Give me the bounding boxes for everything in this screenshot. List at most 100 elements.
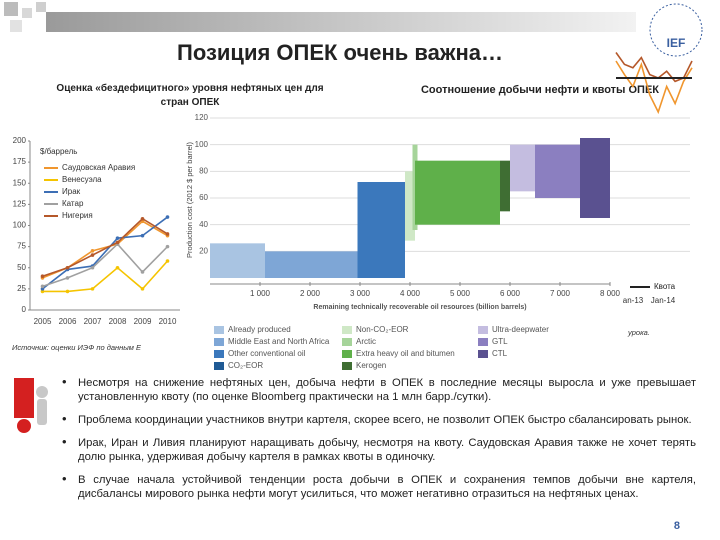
cost-block xyxy=(265,251,358,278)
y-tick-label: 50 xyxy=(17,263,26,272)
legend-label: Arctic xyxy=(356,337,376,346)
point xyxy=(40,287,45,291)
legend-label: Ирак xyxy=(62,187,81,196)
point xyxy=(90,287,95,291)
cost-block xyxy=(415,160,500,225)
title-line: стран ОПЕК xyxy=(161,97,221,108)
y-tick-label: 100 xyxy=(195,140,209,149)
legend-label: GTL xyxy=(492,337,508,346)
unit-label: $/баррель xyxy=(40,147,77,156)
x-tick-label: 2010 xyxy=(159,317,177,326)
x-tick-label: 4 000 xyxy=(400,289,421,298)
point xyxy=(165,259,170,263)
warning-icon xyxy=(14,378,34,418)
x-tick-label: 3 000 xyxy=(350,289,371,298)
legend-label: Квота xyxy=(654,282,676,291)
y-tick-label: 200 xyxy=(13,136,27,145)
legend-swatch xyxy=(214,362,224,370)
legend-label: Already produced xyxy=(228,325,291,334)
legend-label: Катар xyxy=(62,199,84,208)
point xyxy=(90,249,95,253)
point xyxy=(140,287,145,291)
y-tick-label: 40 xyxy=(199,220,208,229)
point xyxy=(115,265,120,270)
point xyxy=(140,216,145,221)
legend-label: Non-CO₂-EOR xyxy=(356,325,409,334)
point xyxy=(90,265,95,270)
cost-block xyxy=(580,138,610,218)
point xyxy=(40,284,45,289)
cost-block xyxy=(510,144,535,192)
bullet: Несмотря на снижение нефтяных цен, добыч… xyxy=(60,375,696,404)
legend-swatch xyxy=(478,338,488,346)
bullet: В случае начала устойчивой тенденции рос… xyxy=(60,472,696,501)
left-chart-title: Оценка «бездефицитного» уровня нефтяных … xyxy=(56,82,323,108)
person-icon xyxy=(36,386,48,398)
point xyxy=(140,233,145,238)
y-tick-label: 0 xyxy=(22,305,27,314)
x-tick-label: 2009 xyxy=(134,317,152,326)
legend-label: CO₂-EOR xyxy=(228,361,263,370)
cost-block xyxy=(405,171,415,241)
charts: Оценка «бездефицитного» уровня нефтяных … xyxy=(8,52,693,370)
logo-ring xyxy=(649,3,703,57)
cost-block xyxy=(535,144,580,198)
deco-square xyxy=(10,20,22,32)
series-line xyxy=(42,216,168,290)
series-line xyxy=(615,60,693,115)
series-line xyxy=(42,242,169,288)
point xyxy=(165,232,170,236)
y-tick-label: 25 xyxy=(17,284,26,293)
legend-label: Kerogen xyxy=(356,361,386,370)
y-tick-label: 125 xyxy=(13,199,27,208)
warning-icon xyxy=(17,419,31,433)
title-line: Оценка «бездефицитного» уровня нефтяных … xyxy=(56,82,323,94)
point xyxy=(90,253,95,257)
legend-swatch xyxy=(342,326,352,334)
page-number: 8 xyxy=(673,520,680,532)
y-tick-label: 100 xyxy=(13,221,27,230)
legend-label: Нигерия xyxy=(62,211,93,220)
bullet: Проблема координации участников внутри к… xyxy=(60,412,696,427)
point xyxy=(65,265,70,270)
point xyxy=(165,244,170,249)
legend-label: Саудовская Аравия xyxy=(62,163,135,172)
series-line xyxy=(42,217,168,277)
legend-label: Венесуэла xyxy=(62,175,102,184)
deco-square xyxy=(4,2,18,16)
logo: IEF xyxy=(667,36,686,50)
y-tick-label: 150 xyxy=(13,178,27,187)
bullet: Ирак, Иран и Ливия планируют наращивать … xyxy=(60,435,696,464)
series-line xyxy=(42,260,169,293)
x-tick-label: 7 000 xyxy=(550,289,571,298)
legend-swatch xyxy=(214,338,224,346)
x-tick-label: 2006 xyxy=(59,317,77,326)
legend-swatch xyxy=(478,326,488,334)
deco-square xyxy=(22,8,32,18)
point xyxy=(65,276,70,280)
x-tick-label: 6 000 xyxy=(500,289,521,298)
x-tick-label: 2007 xyxy=(84,317,102,326)
legend-label: Middle East and North Africa xyxy=(228,337,330,346)
source-note: Источник: оценки ИЭФ по данным Е xyxy=(12,343,142,352)
plot-area xyxy=(8,136,183,328)
legend-swatch xyxy=(214,326,224,334)
point xyxy=(40,274,45,279)
y-tick-label: 75 xyxy=(17,242,26,251)
note: урока. xyxy=(627,328,650,337)
legend-label: CTL xyxy=(492,349,508,358)
x-tick-label: 8 000 xyxy=(600,289,621,298)
x-tick-label: 2 000 xyxy=(300,289,321,298)
x-tick-label: Jan-14 xyxy=(651,296,676,305)
point xyxy=(165,215,170,219)
cost-block xyxy=(357,182,405,278)
slide-title: Позиция ОПЕК очень важна… xyxy=(177,40,503,65)
point xyxy=(40,289,45,294)
point xyxy=(140,270,145,274)
header-bar xyxy=(46,12,636,32)
x-tick-label: 5 000 xyxy=(450,289,471,298)
point xyxy=(115,236,120,240)
point xyxy=(65,289,70,294)
